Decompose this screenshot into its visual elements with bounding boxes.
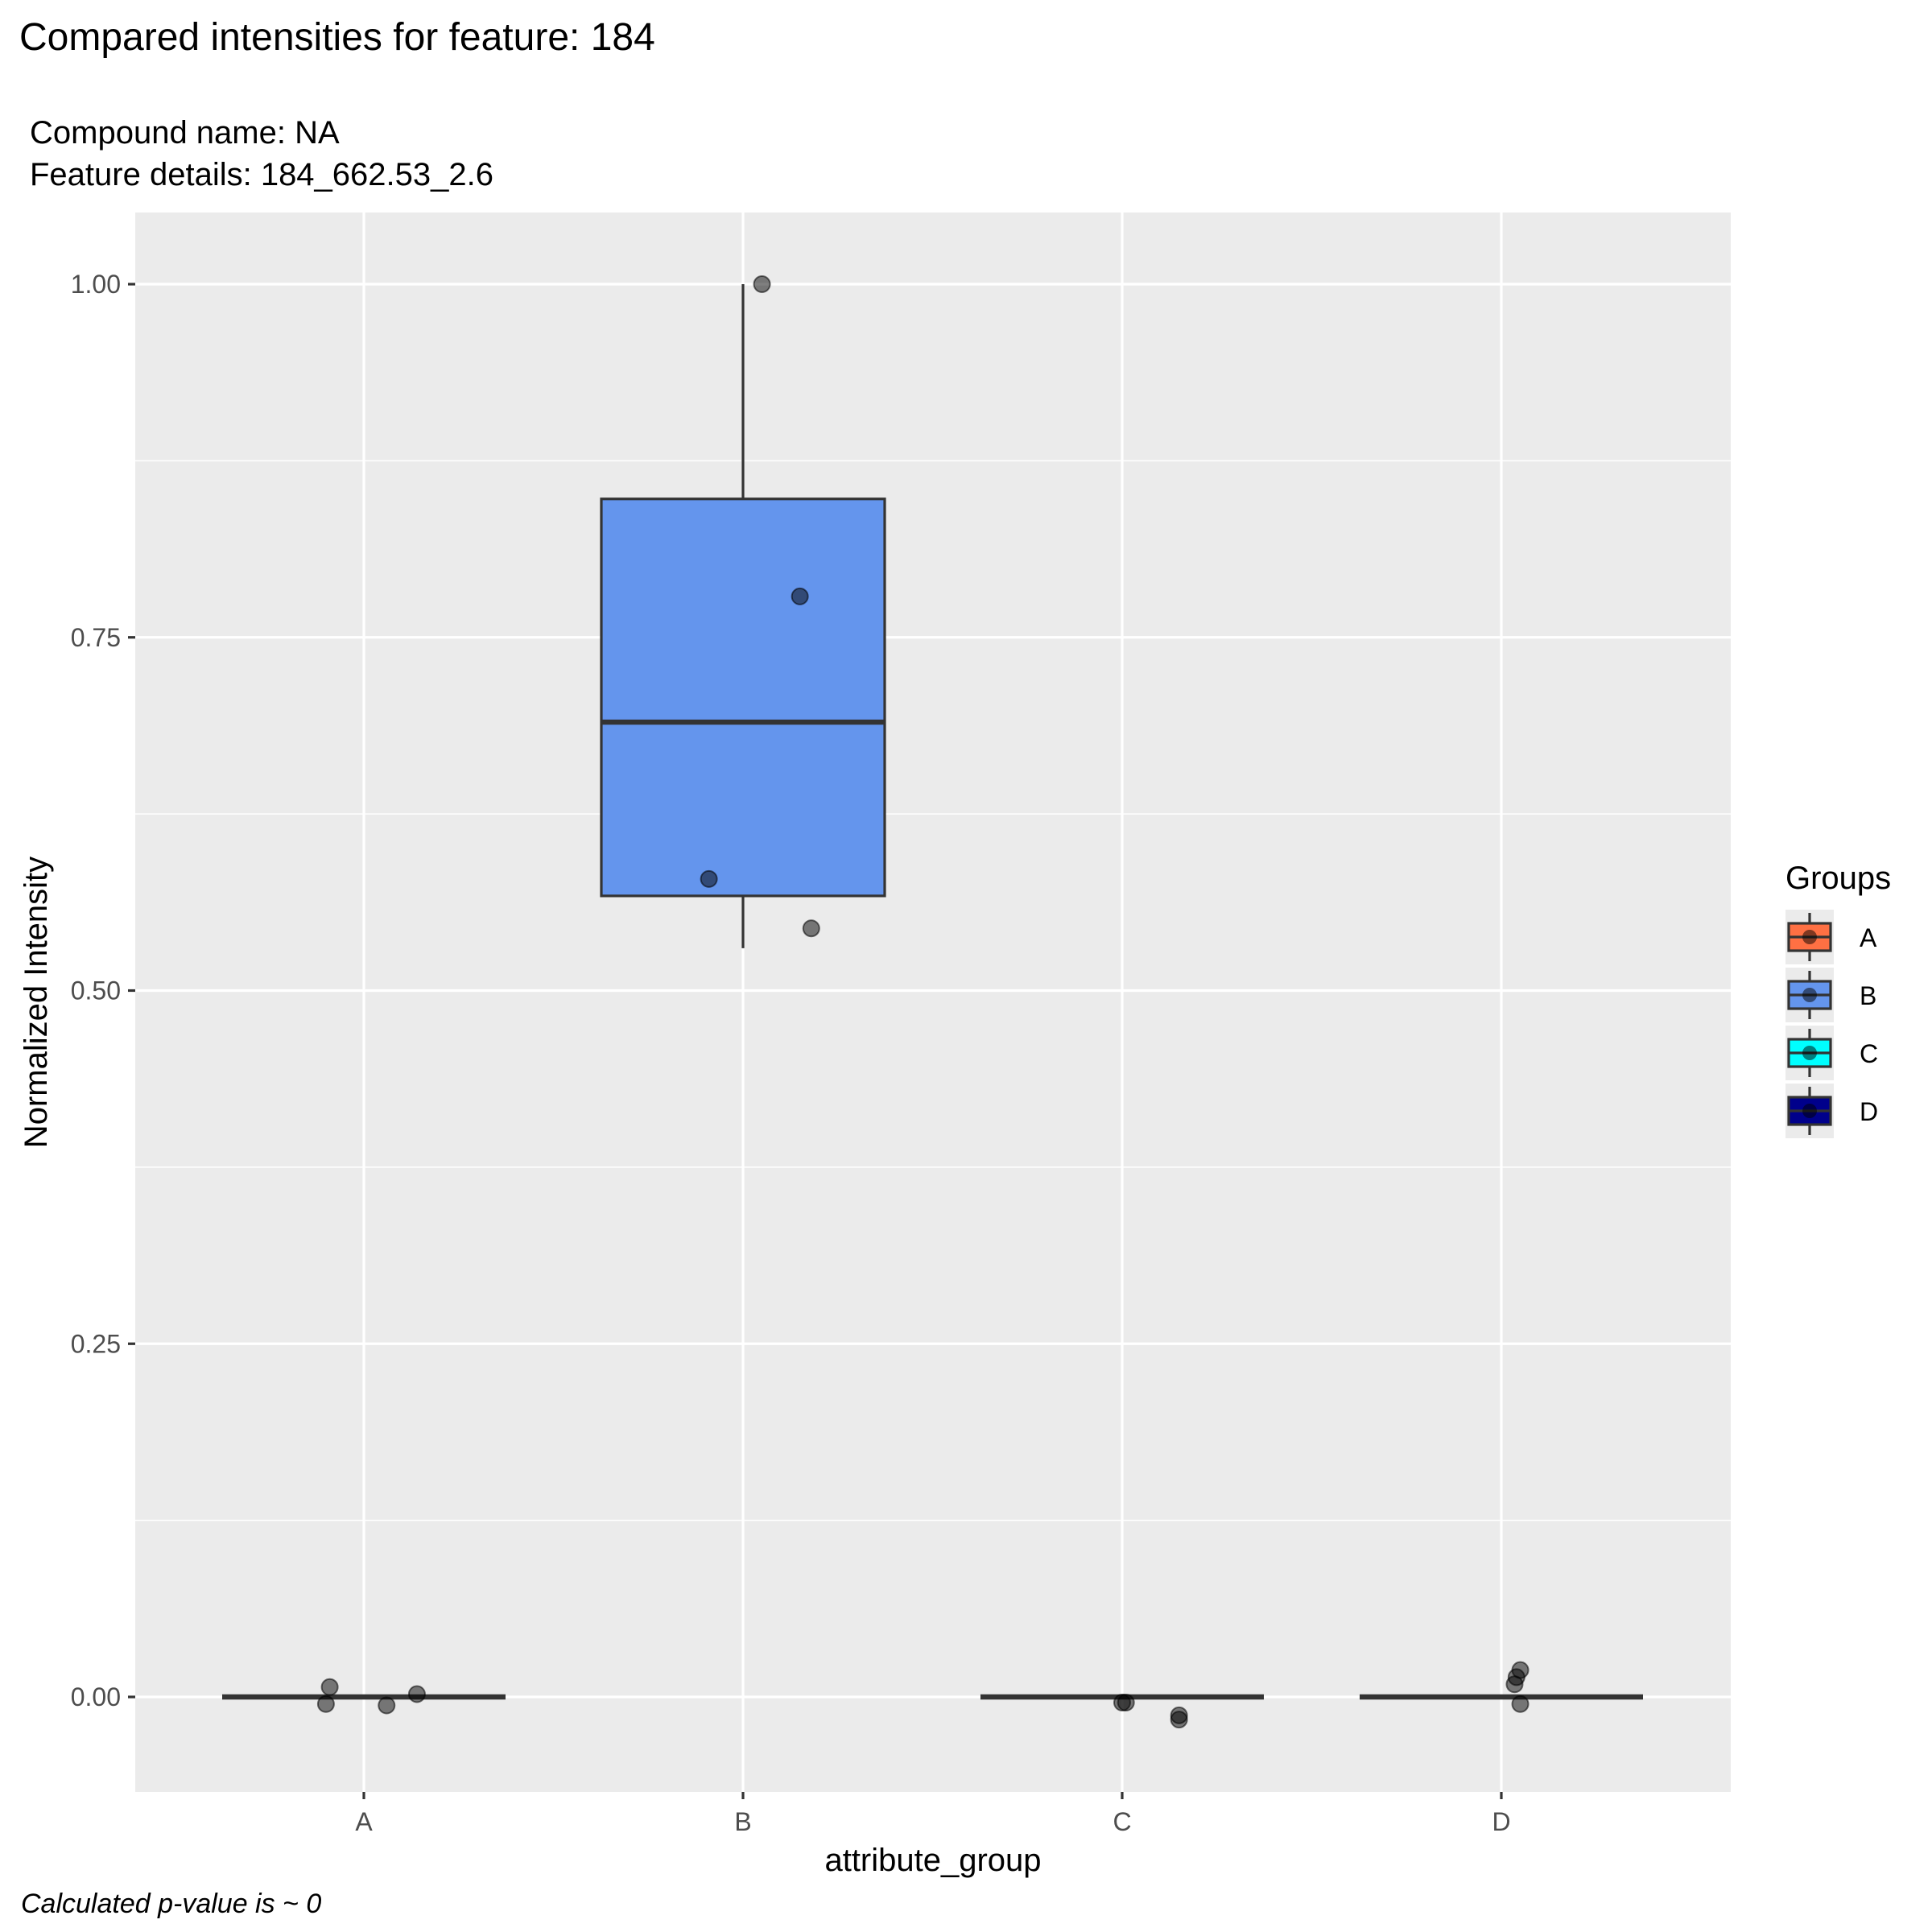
p-value-caption: Calculated p-value is ~ 0 (21, 1889, 321, 1919)
axes: 0.00 0.25 0.50 0.75 1.00 A B C D (71, 270, 1511, 1836)
legend-key-d: D (1785, 1084, 1878, 1138)
y-tick-label: 1.00 (71, 270, 121, 299)
y-tick-label: 0.25 (71, 1329, 121, 1358)
x-tick-label: B (734, 1807, 751, 1836)
data-point-a (320, 1678, 339, 1696)
legend-label: C (1860, 1039, 1878, 1068)
data-point-d (1511, 1695, 1530, 1713)
box-body (600, 497, 886, 898)
x-axis-title: attribute_group (824, 1843, 1041, 1878)
legend-label: A (1860, 923, 1877, 952)
data-point-c (1117, 1694, 1135, 1712)
data-point-b (802, 919, 820, 938)
x-tick-label: A (355, 1807, 373, 1836)
plot-panel (135, 213, 1731, 1792)
y-tick-label: 0.75 (71, 623, 121, 652)
legend-key-point (1802, 988, 1817, 1002)
y-axis-title: Normalized Intensity (19, 857, 54, 1148)
legend-title: Groups (1785, 861, 1891, 896)
y-tick-label: 0.50 (71, 976, 121, 1005)
data-point-a (316, 1695, 335, 1713)
legend-key-point (1802, 1046, 1817, 1060)
x-tick-label: C (1113, 1807, 1131, 1836)
data-point-c (1170, 1711, 1188, 1729)
y-tick-label: 0.00 (71, 1682, 121, 1711)
legend-key-a: A (1785, 910, 1877, 964)
data-point-b (791, 587, 809, 605)
chart-title: Compared intensities for feature: 184 (19, 16, 655, 59)
box-b (600, 284, 886, 948)
subtitle-compound-name: Compound name: NA (30, 115, 340, 151)
box-layer (222, 284, 1643, 1700)
point-layer (316, 275, 1530, 1729)
data-point-a (378, 1696, 396, 1715)
data-point-b (753, 275, 771, 293)
data-point-d (1505, 1675, 1524, 1694)
x-tick-label: D (1492, 1807, 1510, 1836)
subtitle-feature-details: Feature details: 184_662.53_2.6 (30, 157, 493, 192)
data-point-a (407, 1685, 426, 1703)
legend-key-c: C (1785, 1026, 1878, 1080)
legend-key-point (1802, 930, 1817, 944)
legend-key-b: B (1785, 968, 1876, 1022)
legend-label: D (1860, 1097, 1878, 1126)
data-point-b (700, 869, 718, 888)
legend-key-point (1802, 1104, 1817, 1118)
legend-label: B (1860, 981, 1876, 1010)
